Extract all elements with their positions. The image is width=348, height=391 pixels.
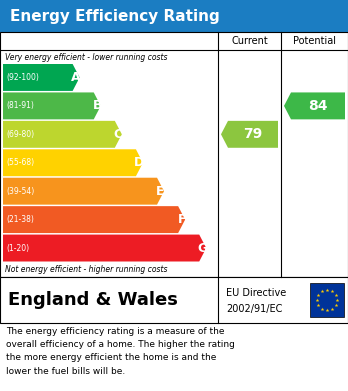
Text: (39-54): (39-54) bbox=[6, 187, 34, 196]
Text: (55-68): (55-68) bbox=[6, 158, 34, 167]
Polygon shape bbox=[3, 206, 185, 233]
Polygon shape bbox=[3, 64, 80, 91]
Bar bbox=[0, 277, 348, 323]
Text: (81-91): (81-91) bbox=[6, 101, 34, 110]
Polygon shape bbox=[221, 121, 278, 148]
Text: A: A bbox=[71, 71, 81, 84]
Bar bbox=[0, 32, 348, 277]
Text: D: D bbox=[134, 156, 144, 169]
Text: G: G bbox=[198, 242, 208, 255]
Text: C: C bbox=[114, 128, 123, 141]
Text: Potential: Potential bbox=[293, 36, 336, 46]
Text: F: F bbox=[177, 213, 186, 226]
Polygon shape bbox=[3, 235, 206, 262]
Text: EU Directive: EU Directive bbox=[226, 288, 286, 298]
Polygon shape bbox=[3, 178, 164, 204]
Text: The energy efficiency rating is a measure of the
overall efficiency of a home. T: The energy efficiency rating is a measur… bbox=[6, 327, 235, 376]
Polygon shape bbox=[284, 92, 345, 119]
Text: Not energy efficient - higher running costs: Not energy efficient - higher running co… bbox=[5, 265, 167, 274]
Bar bbox=[0, 0, 348, 32]
Text: (21-38): (21-38) bbox=[6, 215, 34, 224]
Text: 2002/91/EC: 2002/91/EC bbox=[226, 304, 282, 314]
Text: (69-80): (69-80) bbox=[6, 130, 34, 139]
Text: 79: 79 bbox=[243, 127, 263, 141]
Text: Current: Current bbox=[231, 36, 268, 46]
Text: (1-20): (1-20) bbox=[6, 244, 29, 253]
Text: England & Wales: England & Wales bbox=[8, 291, 178, 309]
Bar bbox=[310, 283, 344, 317]
Polygon shape bbox=[3, 121, 122, 148]
Text: 84: 84 bbox=[308, 99, 328, 113]
Polygon shape bbox=[3, 149, 143, 176]
Text: E: E bbox=[156, 185, 165, 198]
Text: (92-100): (92-100) bbox=[6, 73, 39, 82]
Text: Very energy efficient - lower running costs: Very energy efficient - lower running co… bbox=[5, 53, 167, 62]
Text: Energy Efficiency Rating: Energy Efficiency Rating bbox=[10, 9, 220, 23]
Text: B: B bbox=[93, 99, 102, 112]
Polygon shape bbox=[3, 92, 101, 119]
